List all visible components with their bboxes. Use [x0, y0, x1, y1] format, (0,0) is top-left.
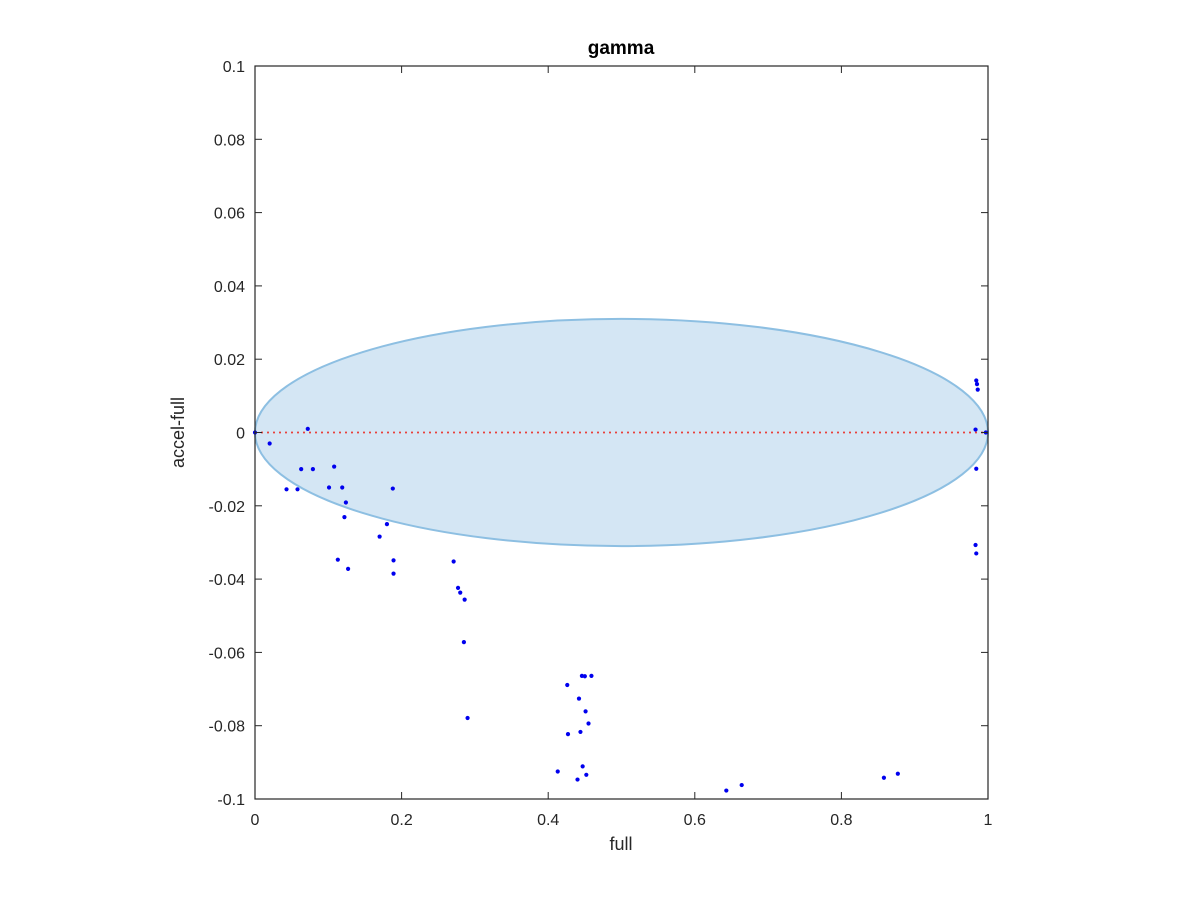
data-point — [462, 597, 467, 602]
data-point — [284, 487, 289, 492]
data-point — [580, 764, 585, 769]
data-point — [895, 771, 900, 776]
data-point — [974, 378, 979, 383]
points-layer — [252, 378, 988, 793]
data-point — [973, 427, 978, 432]
x-tick-label: 1 — [984, 812, 993, 829]
data-point — [391, 571, 396, 576]
data-point — [974, 382, 980, 387]
data-point — [739, 782, 744, 788]
y-tick-label: -0.02 — [209, 499, 246, 516]
data-point — [455, 585, 461, 590]
y-tick-label: 0.08 — [214, 132, 245, 149]
x-axis: 0 0.2 0.4 0.6 0.8 1 — [251, 66, 993, 829]
x-tick-label: 0.4 — [537, 812, 559, 829]
data-point — [586, 721, 591, 726]
x-tick-label: 0.8 — [830, 812, 852, 829]
data-point — [305, 426, 310, 431]
y-tick-label: 0.04 — [214, 279, 245, 296]
chart-title: gamma — [588, 38, 655, 59]
data-point — [576, 696, 582, 701]
data-point — [724, 788, 729, 793]
x-tick-label: 0.2 — [390, 812, 412, 829]
data-point — [391, 558, 396, 563]
data-point — [589, 673, 594, 678]
y-tick-label: 0.02 — [214, 352, 245, 369]
data-point — [465, 715, 470, 721]
data-point — [390, 486, 395, 491]
data-point — [458, 590, 463, 595]
data-point — [974, 466, 979, 471]
data-point — [345, 566, 351, 571]
data-point — [973, 542, 978, 548]
data-point — [299, 467, 304, 472]
data-point — [340, 485, 345, 490]
data-point — [582, 674, 587, 679]
data-point — [584, 772, 589, 777]
data-point — [575, 777, 580, 782]
data-point — [974, 551, 979, 556]
data-point — [295, 487, 300, 492]
data-point — [332, 464, 337, 469]
plot-area — [252, 65, 989, 800]
data-point — [384, 522, 390, 527]
data-point — [377, 534, 382, 539]
data-point — [342, 515, 347, 520]
data-point — [335, 557, 340, 562]
y-axis-label: accel-full — [168, 397, 188, 468]
x-tick-label: 0.6 — [684, 812, 706, 829]
data-point — [565, 732, 571, 737]
data-point — [565, 682, 570, 688]
y-axis: 0.1 0.08 0.06 0.04 0.02 0 -0.02 -0.04 -0.06 -0.08… — [209, 59, 988, 809]
y-tick-label: -0.04 — [209, 572, 246, 589]
y-tick-label: 0.1 — [223, 59, 245, 76]
y-tick-label: -0.06 — [209, 645, 246, 662]
data-point — [343, 500, 348, 505]
y-tick-label: 0 — [236, 426, 245, 443]
x-tick-label: 0 — [251, 812, 260, 829]
y-tick-label: -0.08 — [209, 719, 246, 736]
data-point — [267, 441, 272, 446]
y-tick-label: -0.1 — [217, 792, 245, 809]
data-point — [310, 467, 316, 472]
data-point — [578, 729, 583, 735]
x-axis-label: full — [609, 834, 632, 854]
data-point — [326, 485, 332, 490]
y-tick-label: 0.06 — [214, 206, 245, 223]
data-point — [881, 775, 887, 780]
data-point — [975, 387, 980, 392]
data-point — [451, 559, 456, 564]
data-point — [583, 709, 588, 714]
data-point — [461, 640, 467, 645]
data-point — [555, 769, 560, 774]
